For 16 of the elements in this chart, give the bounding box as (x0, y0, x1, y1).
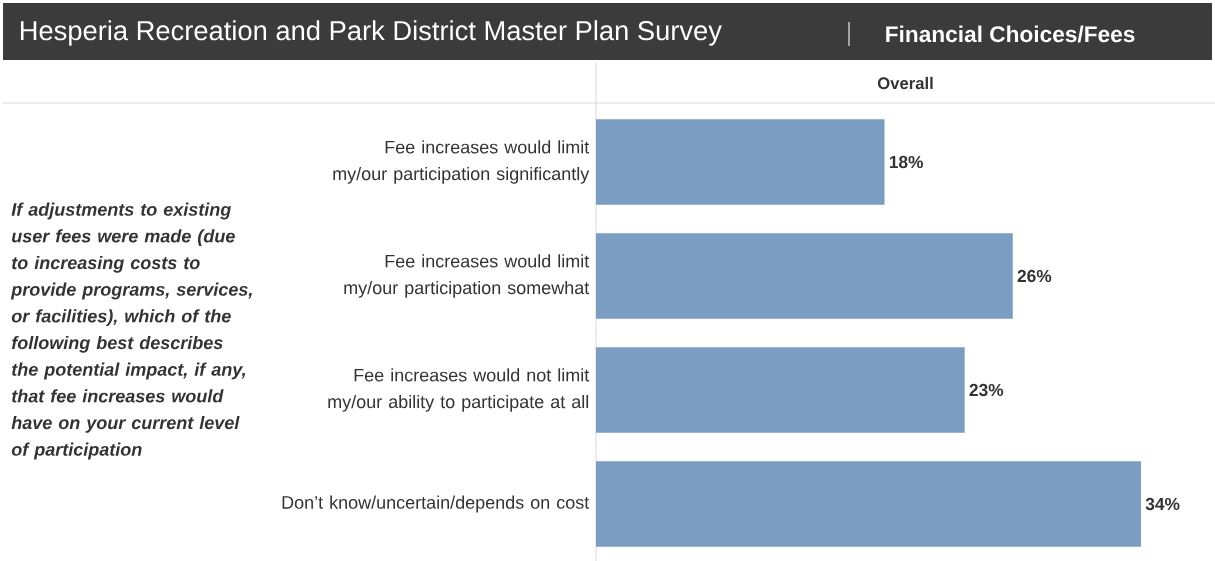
data-label: 23% (969, 383, 1004, 397)
y-tick-label: Fee increases would not limit my/our ability to participate at all (328, 368, 590, 412)
x-axis-title: Overall (877, 76, 933, 90)
bar (596, 233, 1013, 319)
bar (596, 461, 1141, 547)
y-tick-label: Fee increases would limit my/our participation significantly (333, 140, 590, 184)
text: Hesperia Recreation and Park District Master Plan Survey (20, 20, 722, 46)
y-tick-label: Don’t know/uncertain/depends on cost (282, 495, 590, 513)
bar (596, 119, 885, 205)
y-tick-label: Fee increases would limit my/our participation somewhat (344, 254, 590, 298)
bar (596, 347, 965, 433)
data-label: 18% (889, 155, 924, 169)
text: If adjustments to existing user fees were made (due to increasing costs to provide programs, services, or facilities), which of the following best describes the potential impact, if any, that fee increases would have on your current level of participation (10, 202, 252, 460)
data-label: 26% (1017, 269, 1052, 283)
chart-subtitle: Financial Choices/Fees (886, 25, 1135, 43)
data-label: 34% (1145, 497, 1180, 511)
